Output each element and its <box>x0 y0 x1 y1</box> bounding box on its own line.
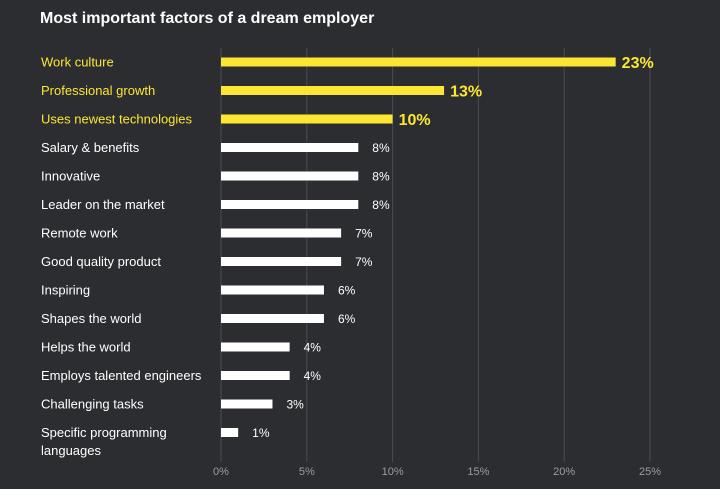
category-label: Inspiring <box>41 283 90 298</box>
bar <box>221 371 290 380</box>
value-label: 6% <box>338 312 356 326</box>
x-tick-label: 25% <box>639 466 661 478</box>
bar <box>221 171 359 181</box>
x-tick-label: 5% <box>299 466 315 478</box>
category-label: Professional growth <box>41 83 155 98</box>
category-label: Work culture <box>41 55 114 70</box>
category-label: Shapes the world <box>41 311 141 326</box>
value-label: 8% <box>372 198 390 212</box>
value-label: 7% <box>355 255 373 269</box>
category-label: Challenging tasks <box>41 397 144 412</box>
bar <box>221 200 359 209</box>
bar <box>221 428 239 437</box>
value-label: 3% <box>286 398 304 412</box>
x-tick-label: 10% <box>382 466 404 478</box>
x-tick-label: 15% <box>467 466 489 478</box>
value-label: 4% <box>304 369 322 383</box>
chart-title: Most important factors of a dream employ… <box>40 10 375 27</box>
category-label: Helps the world <box>41 340 131 355</box>
value-label: 4% <box>304 341 322 355</box>
category-label: Employs talented engineers <box>41 368 202 383</box>
bar <box>221 143 359 152</box>
value-label: 7% <box>355 227 373 241</box>
bar <box>221 342 290 352</box>
bar <box>221 257 342 266</box>
category-label: Leader on the market <box>41 197 165 212</box>
bar <box>221 228 342 238</box>
value-label: 1% <box>252 426 270 440</box>
bar <box>221 285 324 295</box>
bar <box>221 314 324 323</box>
bar <box>221 399 273 409</box>
x-tick-label: 0% <box>213 466 229 478</box>
bar <box>221 114 393 124</box>
category-label: Specific programming languages <box>41 425 167 458</box>
bar <box>221 86 445 95</box>
category-label: Salary & benefits <box>41 140 140 155</box>
value-label: 23% <box>622 55 654 72</box>
category-label: Remote work <box>41 226 118 241</box>
category-label: Innovative <box>41 169 100 184</box>
value-label: 13% <box>450 84 482 101</box>
value-label: 8% <box>372 170 390 184</box>
x-tick-label: 20% <box>553 466 575 478</box>
category-label: Good quality product <box>41 254 161 269</box>
value-label: 10% <box>399 112 431 129</box>
category-label: Uses newest technologies <box>41 112 193 127</box>
value-label: 8% <box>372 141 390 155</box>
value-label: 6% <box>338 284 356 298</box>
bar <box>221 57 616 67</box>
